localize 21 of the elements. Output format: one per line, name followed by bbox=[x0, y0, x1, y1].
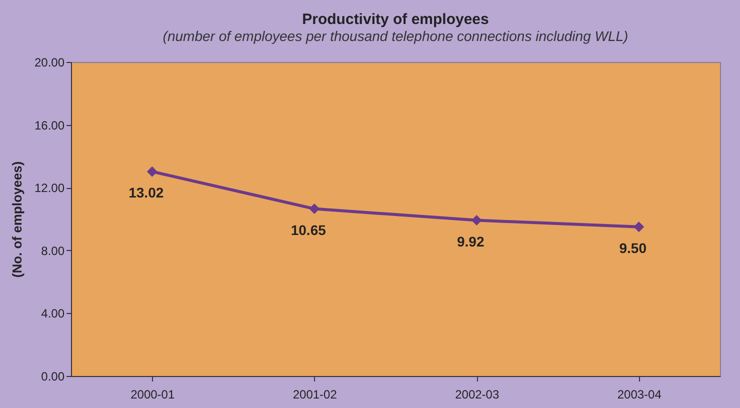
text: 10.65 bbox=[290, 222, 326, 238]
x-tick-label: 2003-04 bbox=[617, 388, 662, 402]
text: 9.92 bbox=[457, 233, 484, 250]
point bbox=[471, 215, 482, 226]
y-tick-label: 8.00 bbox=[41, 244, 65, 258]
point bbox=[309, 204, 320, 214]
point bbox=[634, 222, 644, 232]
chart-title: Productivity of employees bbox=[302, 11, 489, 28]
y-tick-label: 0.00 bbox=[41, 370, 65, 384]
text: 9.50 bbox=[619, 240, 646, 256]
y-axis-title: (No. of employees) bbox=[9, 161, 24, 278]
point bbox=[146, 166, 158, 177]
chart-subtitle: (number of employees per thousand telephone connections including WLL) bbox=[162, 28, 628, 44]
y-tick-label: 4.00 bbox=[41, 306, 65, 321]
x-tick-label: 2002-03 bbox=[455, 388, 500, 402]
x-tick-label: 2000-01 bbox=[130, 388, 175, 402]
y-tick-label: 12.00 bbox=[34, 181, 65, 196]
x-tick-label: 2001-02 bbox=[292, 388, 338, 402]
text: 13.02 bbox=[128, 184, 164, 201]
y-tick-label: 16.00 bbox=[34, 118, 65, 132]
y-tick-label: 20.00 bbox=[34, 56, 65, 70]
